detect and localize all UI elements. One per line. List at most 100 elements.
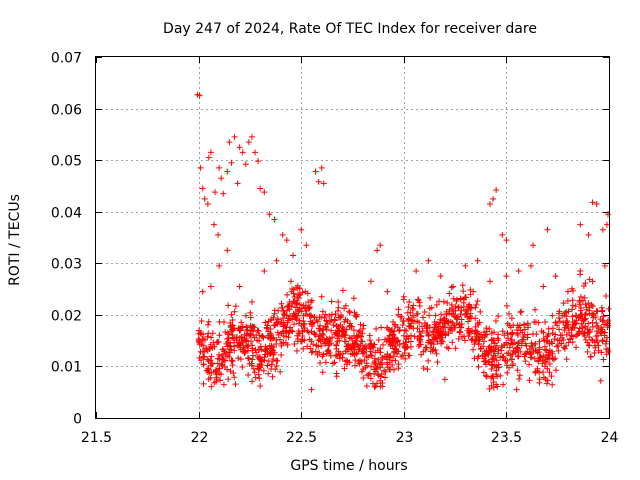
data-point xyxy=(375,337,382,344)
data-point xyxy=(199,288,206,295)
data-point xyxy=(584,326,591,333)
data-point xyxy=(293,347,300,354)
data-point xyxy=(432,334,439,341)
data-point xyxy=(333,370,340,377)
data-point xyxy=(488,347,495,354)
data-point xyxy=(377,349,384,356)
data-point xyxy=(211,379,218,386)
data-point xyxy=(245,355,252,362)
data-point xyxy=(381,367,388,374)
data-point xyxy=(527,354,534,361)
data-point xyxy=(472,304,479,311)
data-point xyxy=(224,366,231,373)
data-point xyxy=(392,357,399,364)
data-point xyxy=(605,305,612,312)
data-point xyxy=(452,345,459,352)
data-point xyxy=(569,297,576,304)
data-point xyxy=(304,343,311,350)
data-point xyxy=(530,242,537,249)
data-point xyxy=(318,314,325,321)
data-point xyxy=(341,365,348,372)
data-point xyxy=(420,365,427,372)
data-point xyxy=(500,381,507,388)
data-point xyxy=(483,325,490,332)
data-point xyxy=(318,164,325,171)
data-point xyxy=(243,332,250,339)
data-point xyxy=(477,346,484,353)
data-point xyxy=(544,332,551,339)
data-point xyxy=(368,363,375,370)
data-point xyxy=(256,366,263,373)
data-point xyxy=(475,353,482,360)
data-point xyxy=(483,328,490,335)
data-point xyxy=(544,380,551,387)
data-point xyxy=(526,377,533,384)
data-point xyxy=(585,300,592,307)
data-point xyxy=(271,216,278,223)
data-point xyxy=(474,298,481,305)
data-point xyxy=(480,343,487,350)
data-point xyxy=(586,342,593,349)
data-point xyxy=(248,338,255,345)
data-point xyxy=(196,92,203,99)
data-point xyxy=(474,257,481,264)
data-point xyxy=(252,149,259,156)
data-point xyxy=(374,363,381,370)
data-point xyxy=(360,322,367,329)
data-point xyxy=(577,221,584,228)
data-point xyxy=(486,325,493,332)
data-point xyxy=(358,338,365,345)
data-point xyxy=(261,268,268,275)
data-point xyxy=(599,337,606,344)
data-point xyxy=(480,369,487,376)
data-point xyxy=(540,369,547,376)
data-point xyxy=(416,341,423,348)
data-point xyxy=(289,328,296,335)
data-point xyxy=(383,338,390,345)
data-point xyxy=(426,337,433,344)
data-point xyxy=(492,352,499,359)
data-point xyxy=(556,318,563,325)
data-point xyxy=(561,309,568,316)
data-point xyxy=(413,310,420,317)
data-point xyxy=(585,231,592,238)
y-tick-label: 0.06 xyxy=(51,103,82,119)
data-point xyxy=(514,367,521,374)
data-point xyxy=(556,308,563,315)
data-point xyxy=(315,337,322,344)
data-point xyxy=(390,340,397,347)
data-point xyxy=(228,311,235,318)
data-point xyxy=(503,237,510,244)
data-point xyxy=(603,345,610,352)
data-point xyxy=(403,327,410,334)
data-point xyxy=(347,344,354,351)
data-point xyxy=(222,351,229,358)
data-point xyxy=(564,298,571,305)
data-point xyxy=(346,334,353,341)
data-point xyxy=(320,351,327,358)
data-point xyxy=(285,303,292,310)
data-point xyxy=(480,338,487,345)
data-point xyxy=(265,370,272,377)
data-point xyxy=(475,337,482,344)
data-point xyxy=(406,323,413,330)
data-point xyxy=(591,350,598,357)
data-point xyxy=(546,352,553,359)
data-point xyxy=(350,327,357,334)
data-point xyxy=(516,372,523,379)
data-point xyxy=(249,347,256,354)
data-point xyxy=(474,320,481,327)
data-point xyxy=(434,330,441,337)
data-point xyxy=(285,334,292,341)
data-point xyxy=(332,311,339,318)
data-point xyxy=(567,335,574,342)
data-point xyxy=(247,330,254,337)
data-point xyxy=(268,361,275,368)
data-point xyxy=(298,308,305,315)
data-point xyxy=(196,354,203,361)
data-point xyxy=(603,221,610,228)
data-point xyxy=(407,338,414,345)
data-point xyxy=(367,375,374,382)
data-point xyxy=(589,337,596,344)
y-tick-label: 0.04 xyxy=(51,206,82,222)
